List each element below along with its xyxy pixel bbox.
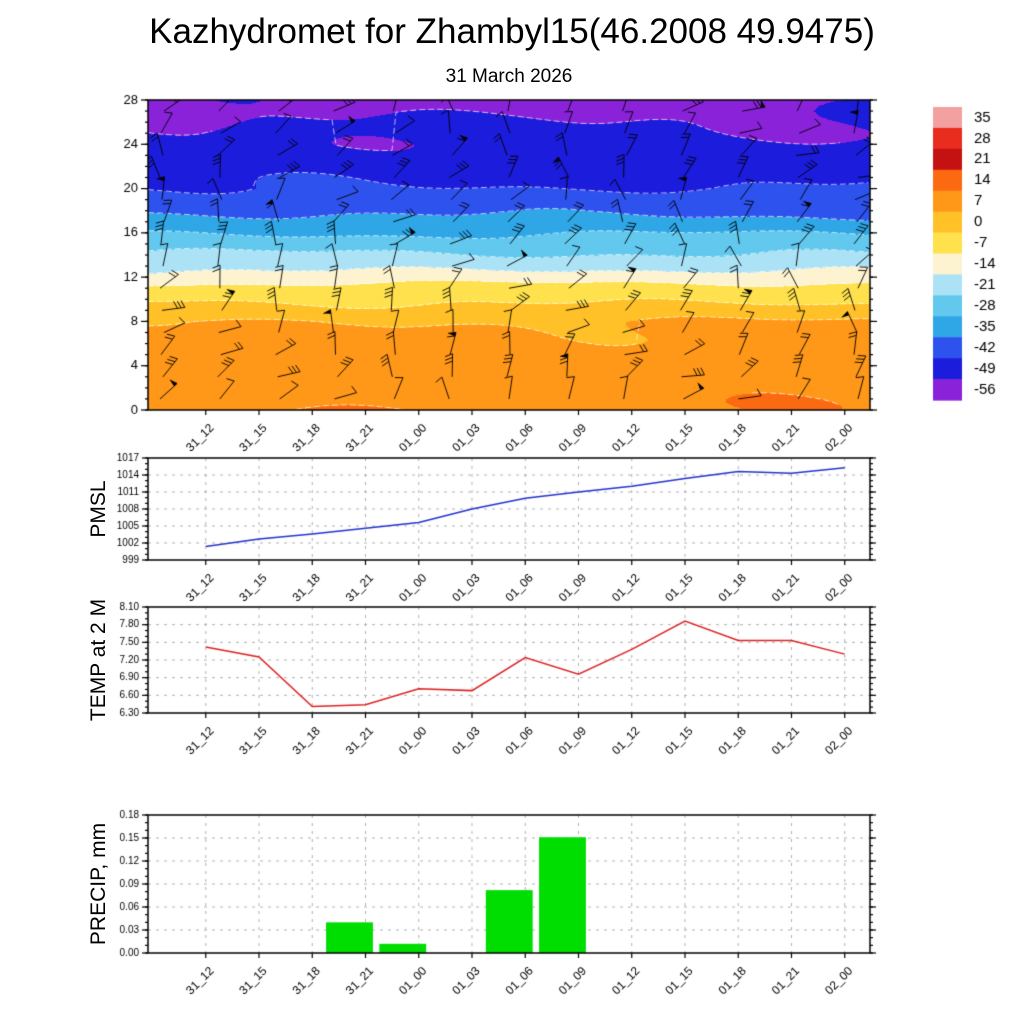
meteogram-figure: Kazhydromet for Zhambyl15(46.2008 49.947… bbox=[0, 0, 1024, 1024]
meteogram-canvas bbox=[0, 0, 1024, 1024]
